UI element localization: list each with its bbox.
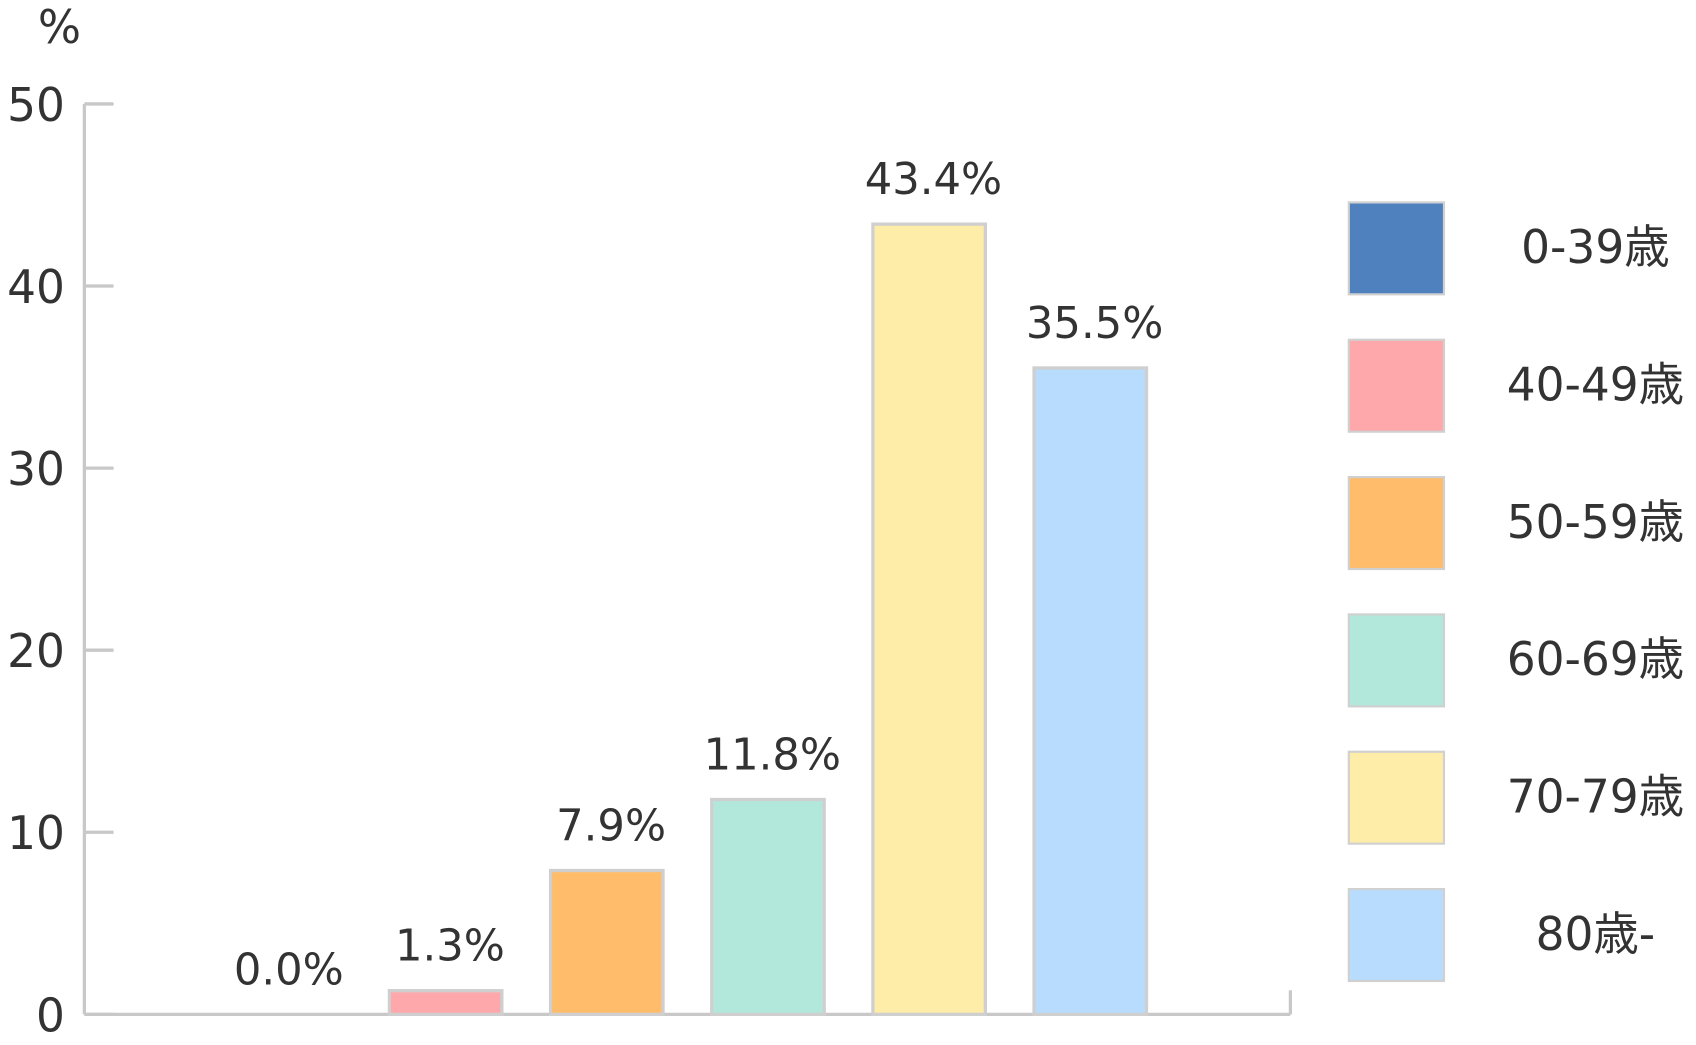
value-label: 1.3% (395, 921, 505, 971)
legend-label: 60-69歳 (1507, 633, 1684, 686)
legend-label: 50-59歳 (1507, 496, 1684, 549)
value-label: 35.5% (1026, 299, 1163, 349)
legend-swatch (1347, 613, 1446, 708)
bar (710, 797, 826, 1017)
bar (871, 222, 987, 1017)
legend-label: 70-79歳 (1507, 770, 1684, 823)
y-tick-label: 50 (7, 79, 65, 132)
y-tick-label: 0 (36, 989, 65, 1042)
legend-label: 0-39歳 (1521, 221, 1670, 274)
legend-swatch (1347, 475, 1446, 571)
y-axis-label: % (38, 1, 81, 54)
value-label: 43.4% (865, 155, 1002, 205)
legend-swatch (1347, 887, 1446, 983)
bar (548, 868, 665, 1017)
value-label: 0.0% (234, 945, 344, 995)
value-label: 7.9% (556, 801, 666, 851)
legend-swatch (1347, 201, 1446, 296)
bar (387, 989, 504, 1017)
legend-label: 80歳- (1536, 908, 1656, 961)
y-tick-label: 20 (7, 625, 65, 678)
legend-swatch (1347, 338, 1446, 433)
y-tick-label: 30 (7, 443, 65, 496)
value-label: 11.8% (704, 730, 841, 780)
legend-swatch (1347, 750, 1446, 845)
legend-label: 40-49歳 (1507, 358, 1684, 411)
y-tick-label: 10 (7, 807, 65, 860)
bar (1032, 366, 1149, 1017)
y-tick-label: 40 (7, 261, 65, 314)
